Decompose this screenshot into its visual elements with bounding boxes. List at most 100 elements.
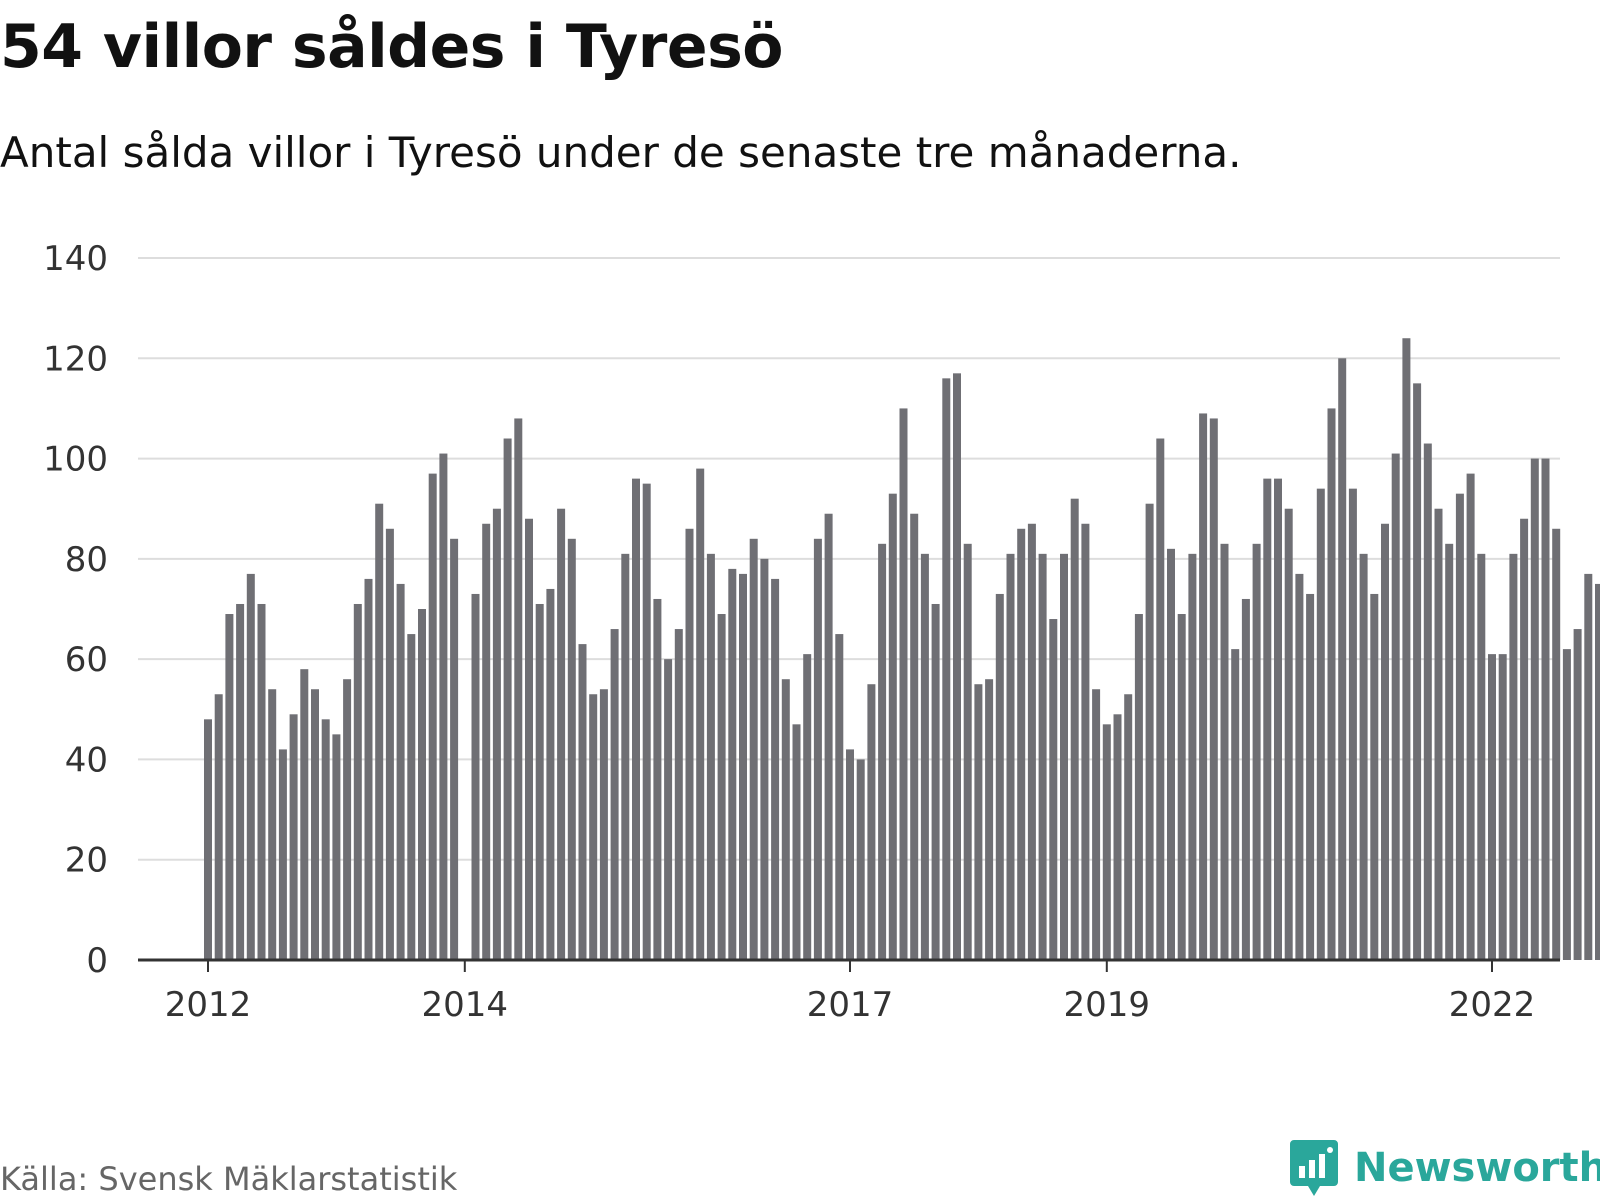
bar bbox=[899, 408, 908, 960]
bar bbox=[257, 603, 266, 960]
bar bbox=[963, 543, 972, 960]
bar bbox=[1295, 573, 1304, 960]
bar bbox=[621, 553, 630, 960]
bar bbox=[1541, 458, 1550, 960]
bar bbox=[846, 749, 854, 960]
bar bbox=[1348, 488, 1357, 960]
bar bbox=[385, 528, 394, 960]
bar bbox=[589, 694, 598, 960]
bar bbox=[642, 483, 651, 960]
bar bbox=[771, 578, 780, 960]
bar bbox=[236, 603, 245, 960]
bar bbox=[1445, 543, 1454, 960]
bar bbox=[760, 558, 769, 960]
bar bbox=[353, 603, 362, 960]
x-tick-label: 2017 bbox=[807, 985, 894, 1025]
bar bbox=[278, 749, 287, 960]
bar bbox=[599, 689, 608, 960]
bar bbox=[1145, 503, 1154, 960]
brand-name: Newsworthy bbox=[1354, 1145, 1600, 1191]
y-tick-label: 20 bbox=[65, 841, 108, 881]
bar bbox=[321, 719, 330, 960]
bar bbox=[1552, 528, 1561, 960]
bar bbox=[1241, 598, 1250, 960]
bar bbox=[204, 719, 212, 960]
bar bbox=[1338, 358, 1347, 960]
bar bbox=[1466, 473, 1475, 960]
bar bbox=[1306, 593, 1315, 960]
bar bbox=[1060, 553, 1068, 960]
bar bbox=[953, 373, 961, 960]
bar bbox=[792, 724, 801, 960]
bar bbox=[706, 553, 715, 960]
x-tick-label: 2014 bbox=[422, 985, 509, 1025]
chart-title: 54 villor såldes i Tyresö bbox=[0, 12, 784, 82]
chart-subtitle: Antal sålda villor i Tyresö under de sen… bbox=[0, 128, 1242, 177]
y-axis-labels: 0 20 40 60 80 100 120 140 bbox=[43, 239, 108, 981]
bar bbox=[246, 573, 255, 960]
bar bbox=[1573, 629, 1582, 960]
bar bbox=[1017, 528, 1026, 960]
bar bbox=[492, 508, 501, 960]
bar bbox=[1423, 443, 1432, 960]
bar bbox=[1038, 553, 1047, 960]
bar bbox=[1381, 523, 1389, 960]
bar bbox=[1595, 583, 1600, 960]
bar bbox=[985, 679, 994, 960]
bar bbox=[1092, 689, 1101, 960]
bar bbox=[1520, 518, 1529, 960]
bar bbox=[1231, 649, 1240, 960]
bar bbox=[514, 418, 523, 960]
bar bbox=[803, 654, 812, 960]
bar bbox=[407, 634, 416, 960]
bar bbox=[1509, 553, 1518, 960]
bar bbox=[685, 528, 694, 960]
newsworthy-logo: Newsworthy bbox=[1290, 1140, 1600, 1196]
bar bbox=[1530, 458, 1539, 960]
bar bbox=[225, 614, 234, 960]
bar bbox=[300, 669, 309, 960]
bar bbox=[1391, 453, 1400, 960]
bar bbox=[535, 603, 544, 960]
bar bbox=[268, 689, 277, 960]
bar bbox=[1209, 418, 1218, 960]
newsworthy-chart-icon bbox=[1290, 1140, 1338, 1196]
bar bbox=[1316, 488, 1325, 960]
bar-chart: 0 20 40 60 80 100 120 140 2012 2014 2017 2019 2022 2… bbox=[43, 239, 1600, 1025]
bar bbox=[1102, 724, 1111, 960]
bar bbox=[546, 588, 555, 960]
bar bbox=[739, 573, 747, 960]
bar bbox=[1274, 478, 1282, 960]
bar bbox=[813, 538, 822, 960]
bar bbox=[557, 508, 566, 960]
bar bbox=[567, 538, 576, 960]
bar bbox=[664, 659, 673, 960]
bar bbox=[450, 538, 459, 960]
bar bbox=[1113, 714, 1122, 960]
bar bbox=[1488, 654, 1496, 960]
x-tick-label: 2012 bbox=[165, 985, 252, 1025]
bar bbox=[1199, 413, 1208, 960]
bar bbox=[1455, 493, 1464, 960]
bar bbox=[1263, 478, 1272, 960]
bar bbox=[931, 603, 940, 960]
bar bbox=[1498, 654, 1507, 960]
bar bbox=[835, 634, 844, 960]
bar bbox=[578, 644, 587, 960]
bar bbox=[1049, 619, 1058, 960]
bar bbox=[375, 503, 384, 960]
bar bbox=[1167, 548, 1175, 960]
bar bbox=[824, 513, 833, 960]
bar bbox=[781, 679, 790, 960]
bar bbox=[1562, 649, 1571, 960]
bar bbox=[311, 689, 319, 960]
bar bbox=[503, 438, 512, 960]
bar bbox=[1081, 523, 1090, 960]
x-tick-label: 2019 bbox=[1064, 985, 1151, 1025]
x-tick-label: 2022 bbox=[1449, 985, 1536, 1025]
bar bbox=[610, 629, 619, 960]
bar bbox=[1413, 383, 1422, 960]
y-tick-label: 120 bbox=[43, 339, 108, 379]
bar bbox=[728, 568, 737, 960]
bar bbox=[942, 378, 951, 960]
